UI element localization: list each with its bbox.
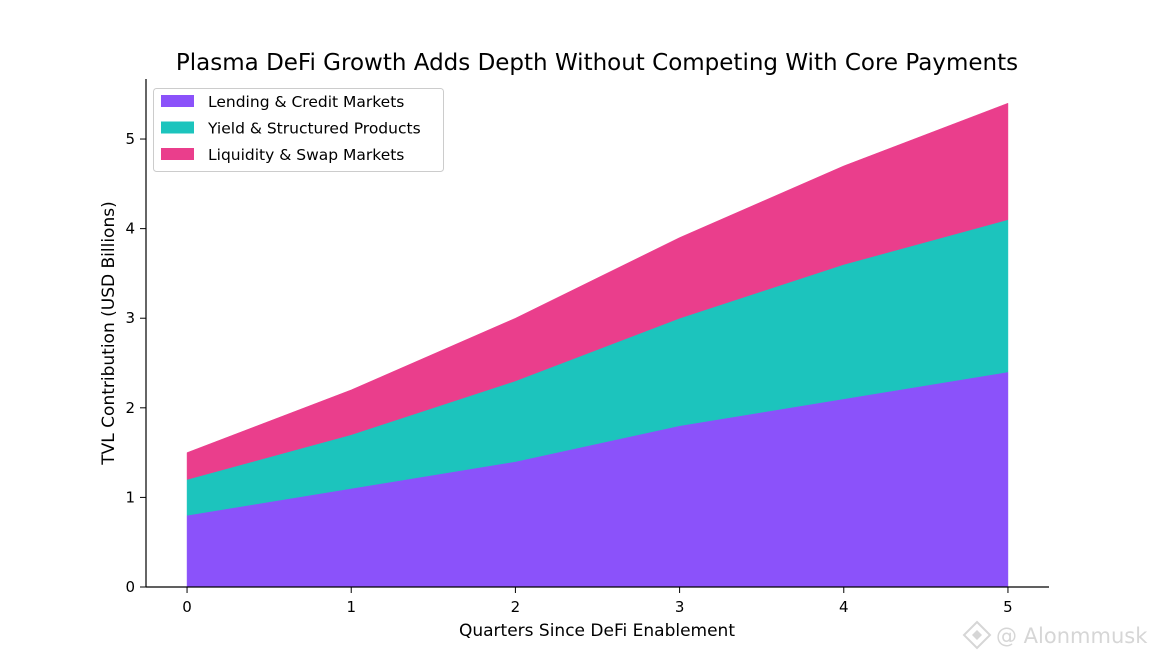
watermark: @ Alonmmusk: [962, 620, 1148, 650]
x-tick-label: 3: [675, 598, 685, 616]
x-ticks: 0 1 2 3 4 5: [182, 587, 1013, 616]
x-tick-label: 2: [511, 598, 521, 616]
legend-label: Lending & Credit Markets: [208, 93, 404, 111]
y-axis-label: TVL Contribution (USD Billions): [99, 201, 119, 465]
legend-label: Yield & Structured Products: [207, 120, 421, 138]
legend: Lending & Credit Markets Yield & Structur…: [153, 88, 444, 172]
y-tick-label: 1: [125, 488, 135, 506]
y-tick-label: 0: [125, 578, 135, 596]
area-series-3: [186, 102, 1009, 480]
area-series-group: [186, 102, 1009, 588]
axes: [145, 79, 1049, 588]
x-tick-label: 0: [182, 598, 192, 616]
y-tick-label: 2: [125, 399, 135, 417]
chart-title: Plasma DeFi Growth Adds Depth Without Co…: [176, 50, 1018, 76]
x-axis-label: Quarters Since DeFi Enablement: [459, 621, 735, 641]
watermark-text: @ Alonmmusk: [996, 624, 1148, 648]
x-tick-label: 4: [839, 598, 849, 616]
y-tick-label: 3: [125, 309, 135, 327]
legend-swatch: [161, 95, 194, 107]
y-ticks: 0 1 2 3 4 5: [125, 130, 146, 596]
binance-diamond-icon: [962, 620, 992, 650]
x-tick-label: 1: [346, 598, 356, 616]
legend-box: [153, 88, 444, 172]
y-tick-label: 4: [125, 220, 135, 238]
x-tick-label: 5: [1003, 598, 1013, 616]
y-tick-label: 5: [125, 130, 135, 148]
legend-label: Liquidity & Swap Markets: [208, 146, 404, 164]
legend-swatch: [161, 148, 194, 160]
legend-swatch: [161, 121, 194, 134]
